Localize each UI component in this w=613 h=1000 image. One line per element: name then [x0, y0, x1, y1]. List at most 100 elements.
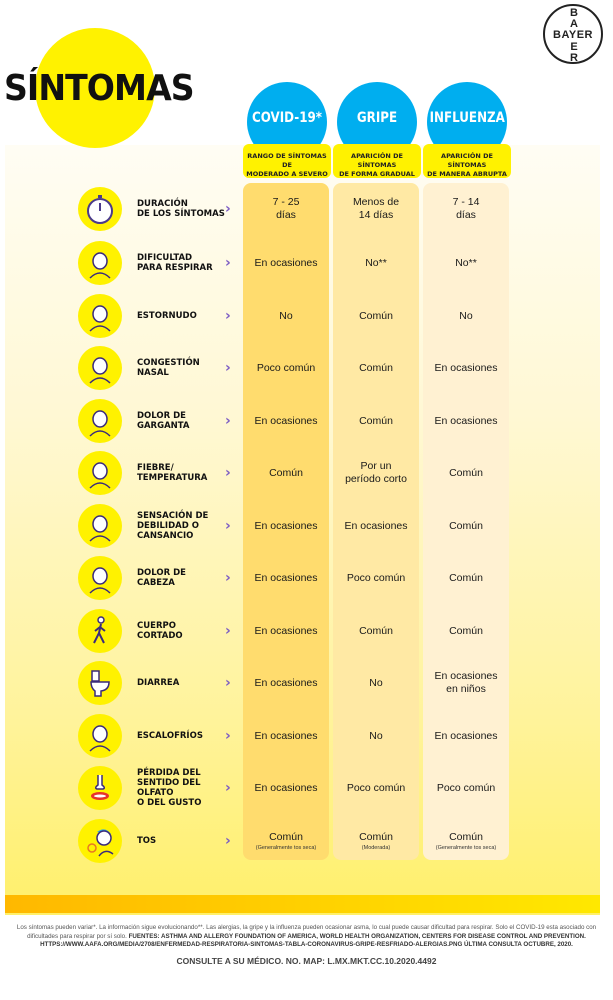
table-cell: Por un período corto	[333, 447, 419, 499]
table-row: SENSACIÓN DE DEBILIDAD O CANSANCIO › En oc…	[0, 500, 613, 552]
disclaimer-text: Los síntomas pueden variar*. La informac…	[16, 924, 597, 940]
table-row: DURACIÓN DE LOS SÍNTOMAS › 7 - 25 días Meno…	[0, 183, 613, 235]
title-yellow-circle	[35, 28, 155, 148]
table-cell: Común	[423, 500, 509, 552]
cell-value: Común	[269, 830, 303, 843]
toilet-icon	[78, 661, 122, 705]
table-cell: Común	[333, 605, 419, 657]
fatigue-icon	[78, 504, 122, 548]
cell-value: En ocasiones	[254, 256, 318, 269]
chevron-right-icon: ›	[225, 833, 231, 849]
table-row: DOLOR DE GARGANTA › En ocasiones Común En oc…	[0, 395, 613, 447]
cell-value: En ocasiones	[254, 571, 318, 584]
table-cell: 7 - 25 días	[243, 183, 329, 235]
symptom-label: DIARREA	[137, 678, 180, 688]
cell-value: En ocasiones	[254, 729, 318, 742]
chevron-right-icon: ›	[225, 518, 231, 534]
table-cell: Poco común	[333, 552, 419, 604]
table-cell: En ocasiones	[243, 552, 329, 604]
logo-horizontal-text: BAYER	[553, 29, 593, 41]
table-cell: En ocasiones	[423, 710, 509, 762]
table-cell: No	[423, 290, 509, 342]
chevron-right-icon: ›	[225, 255, 231, 271]
cell-value: Común	[359, 361, 393, 374]
symptom-label: ESCALOFRÍOS	[137, 731, 203, 741]
page-title: SÍNTOMAS	[4, 68, 195, 109]
column-subtitle: APARICIÓN DE SÍNTOMAS DE FORMA GRADUAL	[333, 144, 421, 178]
chevron-right-icon: ›	[225, 201, 231, 217]
table-cell: Menos de 14 días	[333, 183, 419, 235]
table-row: DOLOR DE CABEZA › En ocasiones Poco común Co…	[0, 552, 613, 604]
cell-value: Común	[359, 830, 393, 843]
table-cell: En ocasiones en niños	[423, 657, 509, 709]
logo-letter: B	[570, 7, 578, 19]
cell-value: En ocasiones	[254, 781, 318, 794]
cell-value: Poco común	[436, 781, 496, 794]
table-cell: Común (Generalmente tos seca)	[423, 815, 509, 867]
table-cell: En ocasiones	[243, 762, 329, 814]
symptom-label: PÉRDIDA DEL SENTIDO DEL OLFATO O DEL GUS…	[137, 768, 202, 808]
table-cell: Poco común	[333, 762, 419, 814]
cell-value: 7 - 14 días	[452, 196, 480, 221]
cell-value: En ocasiones	[254, 414, 318, 427]
bayer-logo: BAYER B A Y E R	[543, 4, 603, 64]
cell-value: En ocasiones	[254, 676, 318, 689]
table-row: PÉRDIDA DEL SENTIDO DEL OLFATO O DEL GUS…	[0, 762, 613, 814]
table-row: CUERPO CORTADO › En ocasiones Común Común	[0, 605, 613, 657]
table-cell: No**	[333, 237, 419, 289]
table-row: DIFICULTAD PARA RESPIRAR › En ocasiones No*…	[0, 237, 613, 289]
cell-value: En ocasiones	[434, 729, 498, 742]
cell-value: En ocasiones en niños	[434, 670, 498, 695]
cell-value: No	[279, 309, 293, 322]
table-cell: No**	[423, 237, 509, 289]
symptom-label: DOLOR DE GARGANTA	[137, 411, 190, 431]
table-row: FIEBRE/ TEMPERATURA › Común Por un período …	[0, 447, 613, 499]
table-row: TOS › Común (Generalmente tos seca) Común (Mo…	[0, 815, 613, 867]
consult-note: CONSULTE A SU MÉDICO. NO. MAP: L.MX.MKT.…	[176, 956, 437, 966]
chevron-right-icon: ›	[225, 675, 231, 691]
nose-mouth-icon	[78, 766, 122, 810]
table-cell: En ocasiones	[423, 342, 509, 394]
table-row: ESCALOFRÍOS › En ocasiones No En ocasiones	[0, 710, 613, 762]
table-cell: Común	[333, 290, 419, 342]
sneeze-icon	[78, 294, 122, 338]
logo-letter: R	[570, 51, 578, 64]
cell-note: (Moderada)	[361, 844, 391, 851]
cell-value: No	[459, 309, 473, 322]
cell-value: No**	[455, 256, 477, 269]
cell-value: Común	[359, 624, 393, 637]
logo-vertical-text: B A Y E R	[569, 7, 579, 64]
table-cell: En ocasiones	[243, 605, 329, 657]
breathing-difficulty-icon	[78, 241, 122, 285]
chevron-right-icon: ›	[225, 728, 231, 744]
table-cell: No	[333, 710, 419, 762]
cell-value: Común	[359, 309, 393, 322]
table-row: ESTORNUDO › No Común No	[0, 290, 613, 342]
table-cell: Común	[423, 447, 509, 499]
cell-value: Común	[449, 571, 483, 584]
symptom-label: SENSACIÓN DE DEBILIDAD O CANSANCIO	[137, 511, 209, 541]
symptom-label: CONGESTIÓN NASAL	[137, 358, 200, 378]
cell-value: Común	[449, 830, 483, 843]
cell-value: En ocasiones	[434, 361, 498, 374]
column-subtitle: APARICIÓN DE SÍNTOMAS DE MANERA ABRUPTA	[423, 144, 511, 178]
headache-icon	[78, 556, 122, 600]
symptom-label: FIEBRE/ TEMPERATURA	[137, 463, 208, 483]
table-row: DIARREA › En ocasiones No En ocasiones en ni…	[0, 657, 613, 709]
cell-value: Poco común	[346, 781, 406, 794]
cell-value: No	[369, 676, 383, 689]
cell-value: No**	[365, 256, 387, 269]
chevron-right-icon: ›	[225, 360, 231, 376]
table-cell: En ocasiones	[243, 395, 329, 447]
table-cell: Común (Moderada)	[333, 815, 419, 867]
column-subtitle-text: RANGO DE SÍNTOMAS DE MODERADO A SEVERO	[246, 152, 328, 178]
symptom-label: DURACIÓN DE LOS SÍNTOMAS	[137, 199, 225, 219]
table-cell: 7 - 14 días	[423, 183, 509, 235]
table-cell: En ocasiones	[333, 500, 419, 552]
symptom-label: DIFICULTAD PARA RESPIRAR	[137, 253, 213, 273]
cell-value: Menos de 14 días	[352, 196, 400, 221]
symptom-label: CUERPO CORTADO	[137, 621, 183, 641]
sore-throat-icon	[78, 399, 122, 443]
cell-value: En ocasiones	[254, 519, 318, 532]
column-body-covid	[243, 183, 329, 860]
